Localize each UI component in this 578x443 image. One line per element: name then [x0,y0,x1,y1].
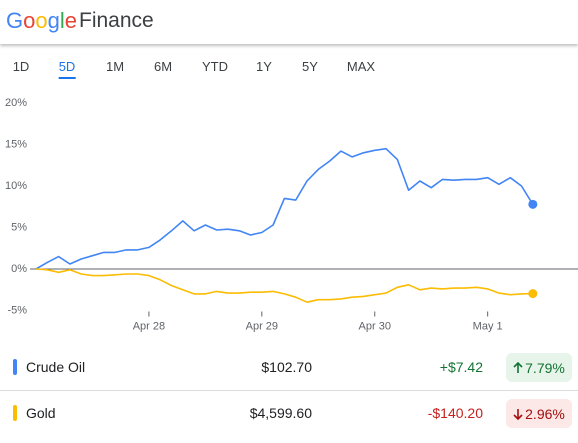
quote-percent-value: 2.96% [525,406,565,422]
quote-percent: 7.79% [506,360,572,376]
x-tick-label: Apr 30 [359,320,391,332]
range-tab[interactable]: 1Y [256,59,272,74]
quote-change: +$7.42 [439,359,483,375]
brand-letter: g [47,8,60,33]
y-tick-label: 15% [5,138,27,150]
quote-percent-pill: 2.96% [506,399,572,428]
brand-letter: l [59,8,65,33]
x-tick-label: Apr 29 [246,320,278,332]
brand-logo[interactable]: Google [6,8,77,34]
quote-percent-value: 7.79% [525,360,565,376]
quote-price: $4,599.60 [249,405,312,421]
range-tab[interactable]: MAX [346,59,376,74]
quote-name: Crude Oil [26,359,86,375]
series-swatch [13,405,17,421]
range-tabs: 1D 5D 1M 6M YTD 1Y 5Y MAX [0,56,578,80]
y-tick-label: 20% [5,97,27,109]
quote-change: -$140.20 [427,405,483,421]
quote-row[interactable]: Crude Oil $102.70 +$7.42 7.79% [0,345,578,391]
product-name: Finance [79,9,154,32]
brand-letter: G [6,8,24,33]
app-header: Google Finance [0,0,578,44]
direction-arrow [513,409,523,421]
x-tick-label: Apr 28 [133,320,165,332]
brand-letter: o [35,8,48,33]
end-point [528,289,538,299]
brand-letter: o [23,8,36,33]
y-tick-label: 10% [5,180,27,192]
range-tab[interactable]: 5Y [302,59,318,74]
direction-arrow [513,361,523,373]
series-line [35,147,534,270]
range-tab[interactable]: 6M [153,59,173,74]
brand-letter: e [64,8,78,33]
y-tick-label: 5% [11,221,27,233]
range-tab[interactable]: YTD [202,59,228,74]
quote-name: Gold [26,405,56,421]
end-point [528,199,538,209]
quote-percent-pill: 7.79% [506,353,572,382]
quote-price: $102.70 [261,359,312,375]
x-tick-label: May 1 [473,320,503,332]
quote-row[interactable]: Gold $4,599.60 -$140.20 2.96% [0,391,578,436]
series-line [35,268,533,303]
range-tab[interactable]: 1D [12,59,30,74]
range-tab[interactable]: 1M [105,59,125,74]
quote-percent: 2.96% [506,406,572,422]
range-tab[interactable]: 5D [58,59,76,79]
y-tick-label: 0% [11,263,27,275]
series-swatch [13,359,17,375]
y-tick-label: -5% [7,304,27,316]
